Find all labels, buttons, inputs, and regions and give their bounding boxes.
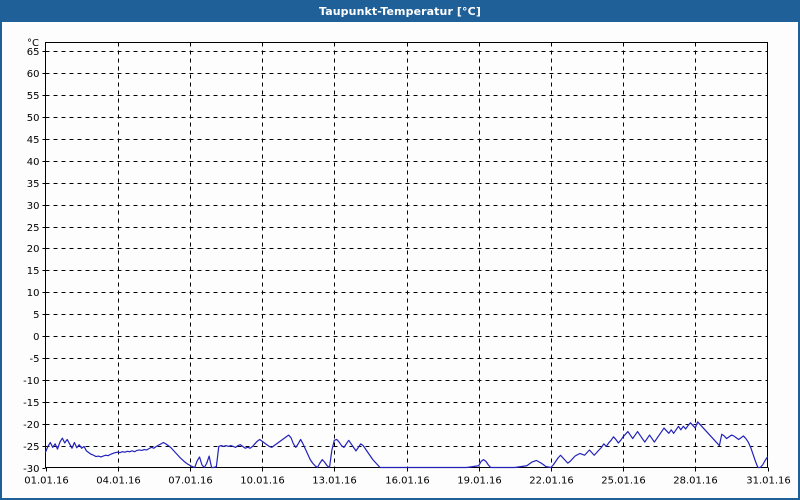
y-tick-label: -25 [23, 442, 39, 453]
y-tick-label: 60 [27, 69, 40, 80]
plot-frame [45, 42, 768, 468]
y-tick-label: 0 [33, 332, 39, 343]
y-tick-label: 25 [27, 223, 40, 234]
y-tick-label: 65 [27, 47, 40, 58]
x-axis-tick-labels: 01.01.16 04.01.16 07.01.16 10.01.16 13.01.16… [24, 476, 791, 487]
y-tick-label: 10 [27, 288, 40, 299]
data-series-line [44, 421, 769, 469]
x-tick-label: 04.01.16 [96, 476, 141, 487]
y-tick-label: -5 [30, 354, 40, 365]
y-tick-label: -15 [23, 398, 39, 409]
y-tick-label: -20 [23, 420, 39, 431]
x-tick-label: 01.01.16 [24, 476, 69, 487]
x-tick-label: 28.01.16 [673, 476, 718, 487]
window-title-bar: Taupunkt-Temperatur [°C] [0, 0, 800, 22]
y-tick-label: -10 [23, 376, 39, 387]
vertical-gridlines [118, 42, 696, 468]
page-title: Taupunkt-Temperatur [°C] [319, 4, 481, 18]
y-tick-label: 5 [33, 310, 39, 321]
y-tick-label: -30 [23, 464, 39, 475]
y-axis-tick-marks [42, 51, 46, 469]
y-tick-label: 40 [27, 157, 40, 168]
y-tick-label: 50 [27, 113, 40, 124]
chart-canvas: 65 60 55 50 45 40 35 30 25 20 15 10 5 0 -5 -10 -15 -20 -25… [2, 24, 798, 498]
y-tick-label: 35 [27, 179, 40, 190]
x-tick-label: 10.01.16 [240, 476, 285, 487]
line-chart: 65605550454035302520151050-5-10-15-20-25… [23, 38, 791, 487]
y-tick-label: 15 [27, 266, 40, 277]
x-tick-label: 25.01.16 [601, 476, 646, 487]
x-tick-label: 19.01.16 [457, 476, 502, 487]
y-axis-tick-labels: 65605550454035302520151050-5-10-15-20-25… [23, 47, 39, 475]
x-axis-tick-marks [46, 467, 769, 472]
y-tick-label: 55 [27, 91, 40, 102]
x-tick-label: 22.01.16 [529, 476, 574, 487]
y-axis-unit-label: °C [27, 38, 39, 49]
horizontal-gridlines [45, 51, 768, 447]
x-tick-label: 16.01.16 [385, 476, 430, 487]
x-tick-label: 13.01.16 [312, 476, 357, 487]
y-tick-label: 45 [27, 135, 40, 146]
x-tick-label: 07.01.16 [168, 476, 213, 487]
x-tick-label: 31.01.16 [746, 476, 791, 487]
y-tick-label: 20 [27, 244, 40, 255]
y-tick-label: 30 [27, 201, 40, 212]
